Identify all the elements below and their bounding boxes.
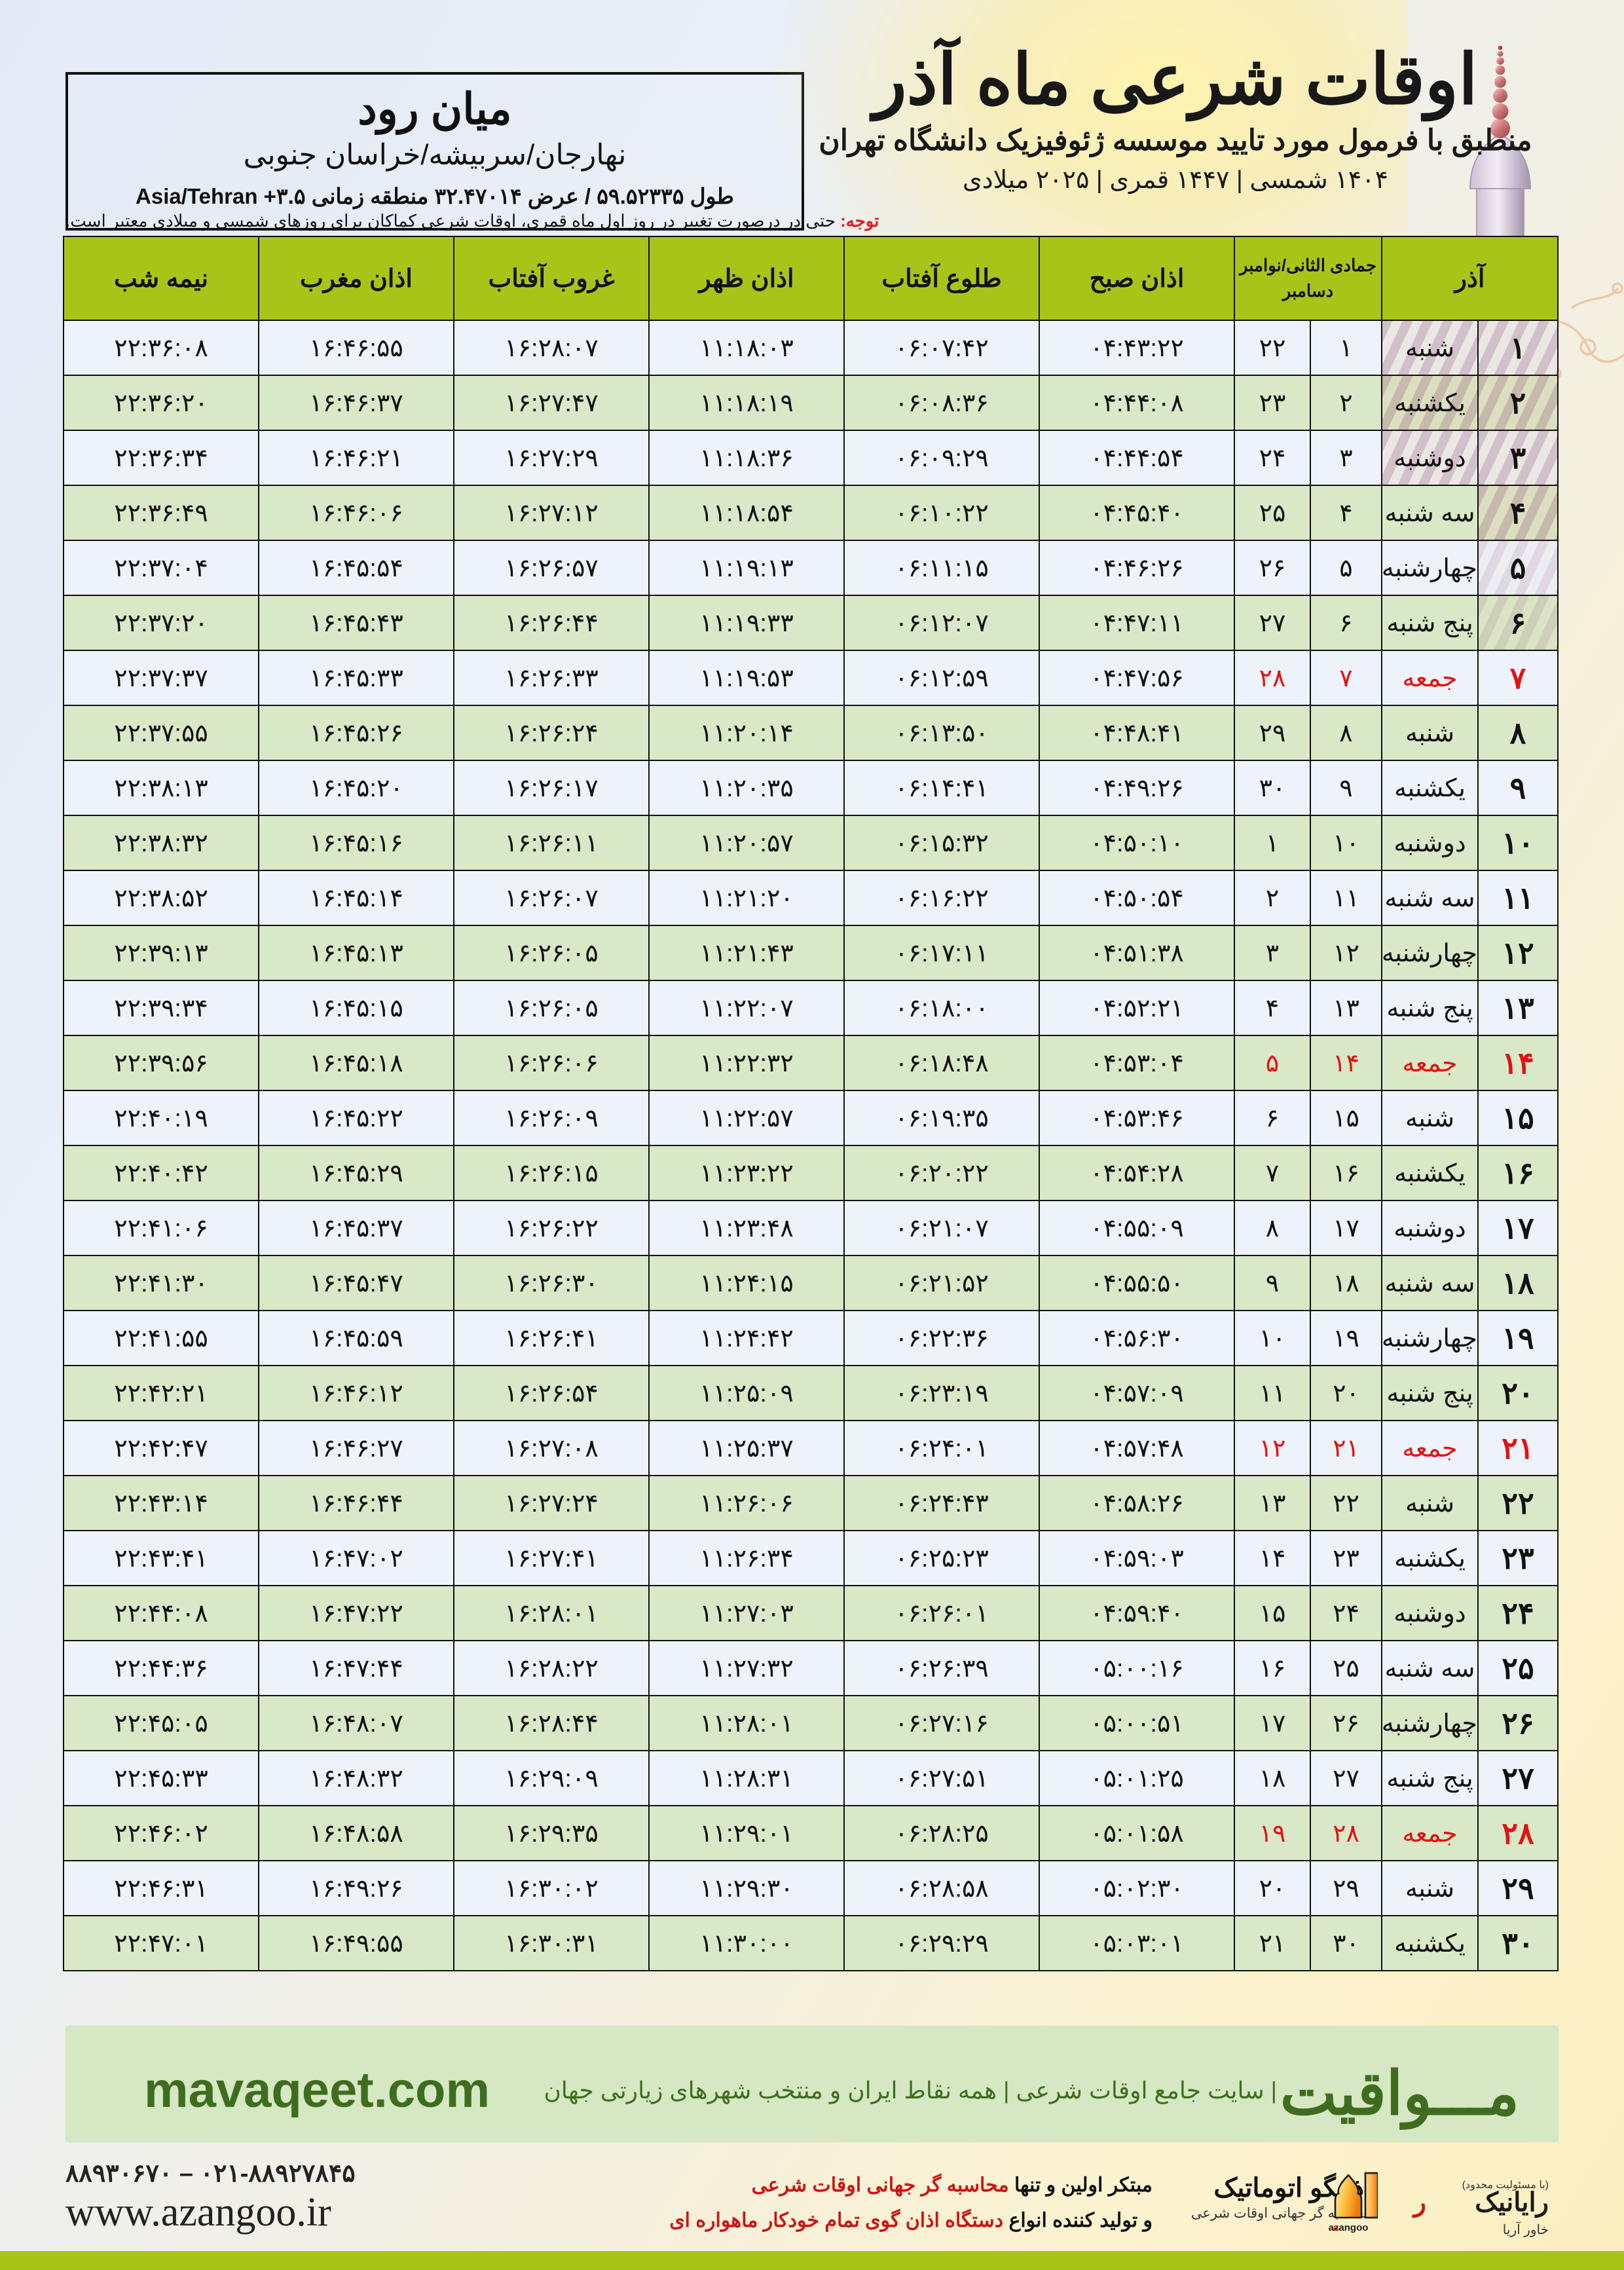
svg-text:رایانیک: رایانیک: [1475, 2188, 1549, 2218]
svg-text:خاور آریا: خاور آریا: [1503, 2222, 1549, 2237]
svg-text:a: a: [1333, 2222, 1339, 2233]
svg-text:ر: ر: [1412, 2188, 1426, 2218]
